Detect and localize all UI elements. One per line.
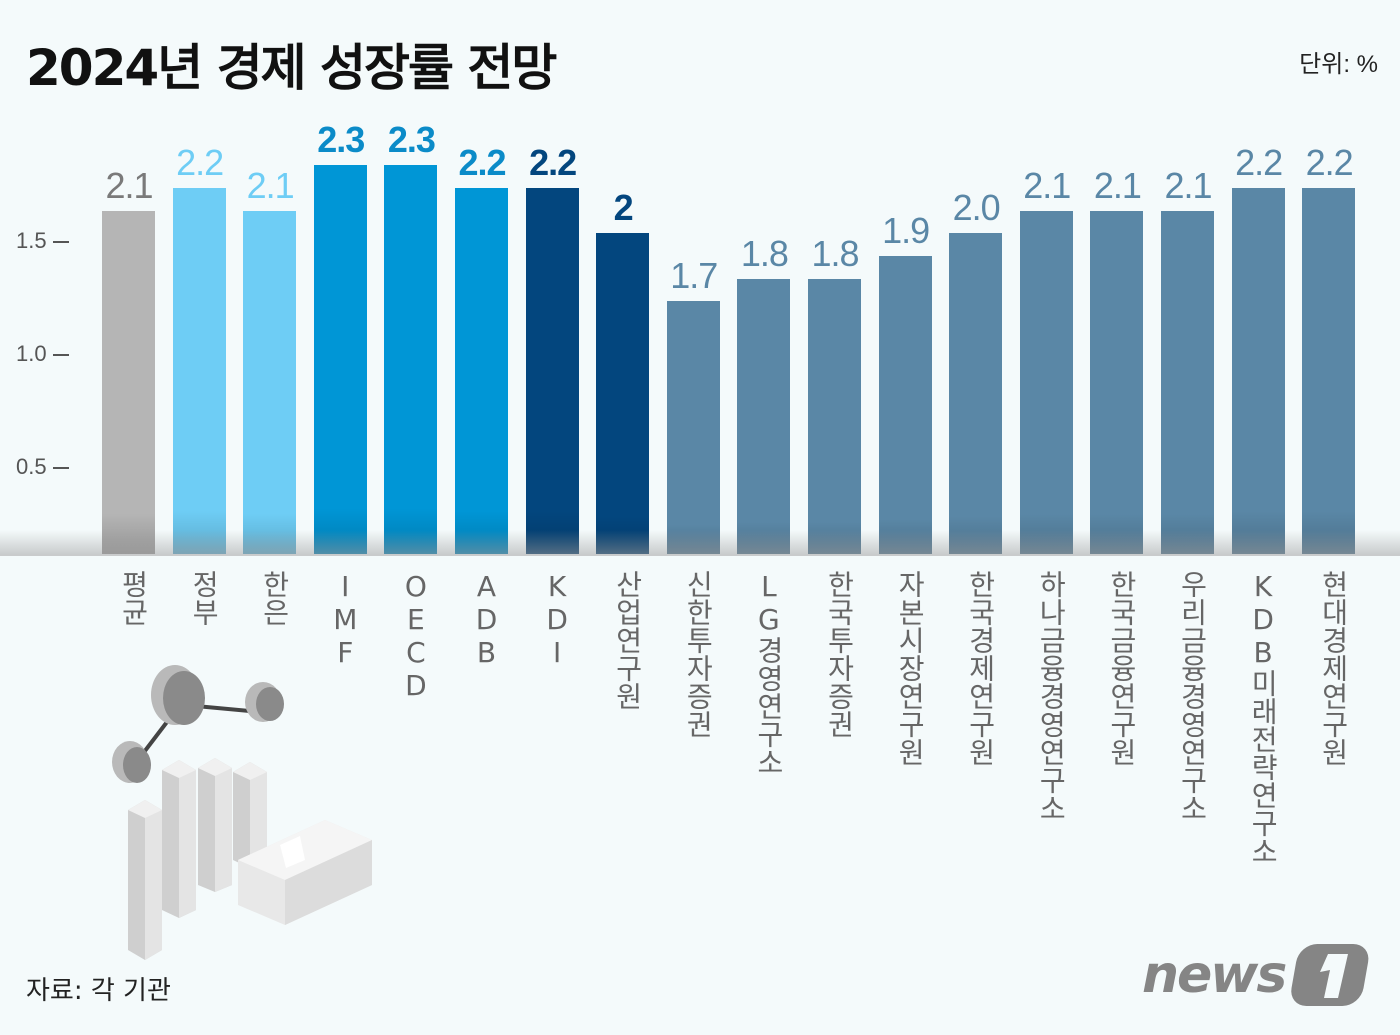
- bar-value-label: 2.1: [105, 165, 153, 206]
- svg-text:news: news: [1142, 945, 1286, 1005]
- y-tick-label: 0.5: [16, 454, 47, 479]
- bar: [1302, 188, 1356, 555]
- bar: [1090, 211, 1144, 555]
- x-axis-label: IMF: [328, 570, 362, 669]
- x-axis-label: 한국투자증권: [823, 570, 856, 738]
- x-axis-label: 우리금융경영연구소: [1176, 570, 1209, 822]
- bar: [949, 233, 1003, 555]
- bar: [1231, 188, 1285, 555]
- bar: [384, 165, 438, 555]
- y-tick: 0.5: [16, 454, 76, 480]
- x-axis-label: 정부: [187, 570, 221, 626]
- bar-value-label: 2.2: [458, 142, 506, 183]
- x-axis-label: 한은: [258, 570, 292, 626]
- x-axis-label: 신한투자증권: [681, 570, 715, 738]
- bar: [666, 301, 720, 555]
- bar: [737, 279, 791, 555]
- bar: [525, 188, 579, 555]
- bar-value-label: 2.2: [529, 142, 577, 183]
- x-axis-label: 한국경제연구원: [964, 570, 998, 766]
- y-tick-label: 1.5: [16, 228, 47, 253]
- x-axis-label: KDI: [540, 570, 574, 669]
- bar-value-label: 2.1: [1093, 165, 1142, 206]
- y-tick: 1.0: [16, 341, 76, 367]
- y-tick-label: 1.0: [16, 341, 47, 366]
- bar: [1161, 211, 1214, 555]
- tick-mark: [52, 467, 69, 470]
- bar-value-label: 2.2: [1235, 142, 1283, 183]
- page-title: 2024년 경제 성장률 전망: [26, 39, 557, 97]
- bar: [1019, 211, 1073, 555]
- bar-value-label: 2.2: [1305, 142, 1354, 183]
- bar-value-label: 2.3: [387, 119, 436, 160]
- bar: [243, 211, 297, 555]
- unit-label: 단위: %: [1299, 51, 1378, 78]
- x-axis-label: OECD: [399, 570, 433, 702]
- bar: [455, 188, 508, 555]
- source-note: 자료: 각 기관: [26, 976, 171, 1006]
- bar-value-label: 1.8: [740, 233, 789, 274]
- bar-value-label: 1.7: [670, 255, 718, 296]
- bar: [596, 233, 650, 555]
- x-axis-label: 현대경제연구원: [1317, 570, 1351, 766]
- bar-value-label: 2.0: [952, 187, 1001, 228]
- x-axis-label: KDB미래전략연구소: [1246, 570, 1280, 865]
- bar: [808, 279, 861, 555]
- bar-value-label: 1.9: [882, 210, 930, 251]
- x-axis-line: [0, 554, 1400, 556]
- bar-value-label: 2.1: [1164, 165, 1212, 206]
- bar-value-label: 1.8: [811, 233, 859, 274]
- tick-mark: [52, 354, 69, 357]
- x-axis-label: 자본시장연구원: [893, 570, 927, 766]
- bar: [102, 211, 155, 555]
- bar: [313, 165, 367, 555]
- x-axis-label: 한국금융연구원: [1105, 570, 1139, 766]
- x-axis-label: LG경영연구소: [752, 570, 786, 776]
- bar-value-label: 2.3: [317, 119, 365, 160]
- bar-value-label: 2: [613, 187, 634, 228]
- bar-value-label: 2.2: [176, 142, 224, 183]
- x-axis-label: 하나금융경영연구소: [1034, 570, 1068, 822]
- economy-illustration-icon: [112, 665, 372, 960]
- bar-value-label: 2.1: [1023, 165, 1071, 206]
- x-axis-label: 산업연구원: [611, 570, 645, 710]
- x-axis-label: 평균: [117, 570, 150, 626]
- x-axis-label: ADB: [470, 570, 503, 669]
- bar: [878, 256, 932, 555]
- tick-mark: [52, 241, 69, 244]
- baseline-shadow: [0, 530, 1400, 556]
- news1-logo-icon: news: [1142, 944, 1369, 1006]
- bar-value-label: 2.1: [246, 165, 295, 206]
- bar: [172, 188, 226, 555]
- y-tick: 1.5: [16, 228, 76, 254]
